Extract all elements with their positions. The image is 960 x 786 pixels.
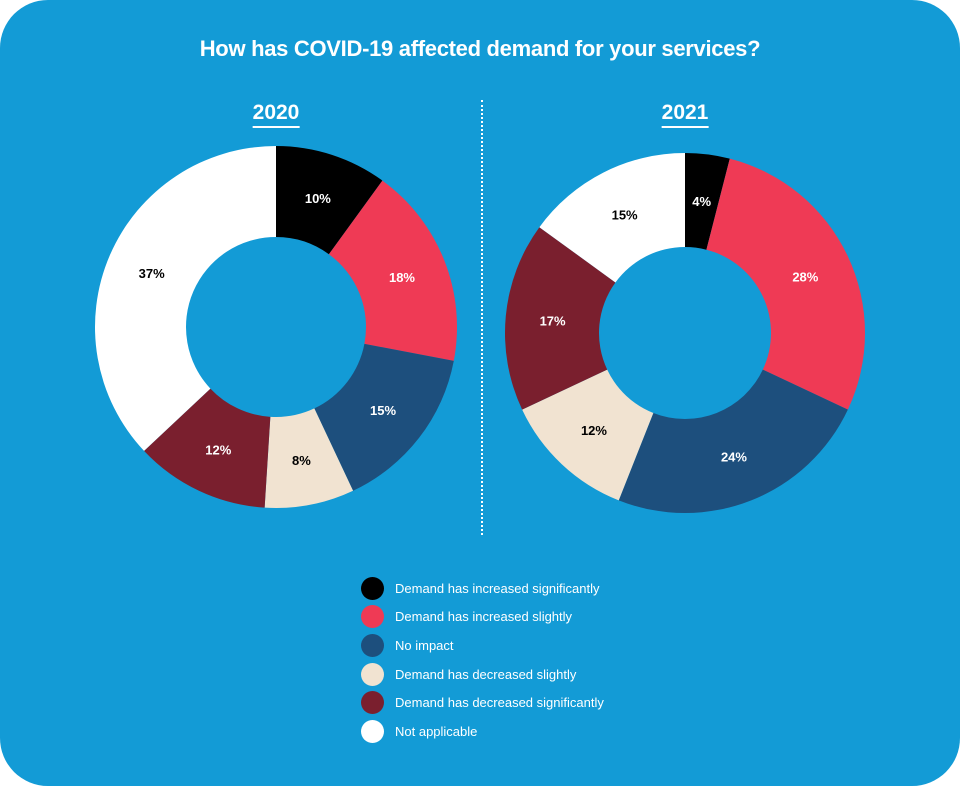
chart-title: How has COVID-19 affected demand for you…: [199, 36, 761, 61]
legend-swatch: [361, 605, 384, 629]
legend-swatch: [361, 691, 384, 715]
data-label-2021: 4%: [692, 194, 711, 209]
year-label-2021: 2021: [661, 101, 709, 128]
legend-label: Demand has increased significantly: [395, 580, 600, 596]
donut-slice-2020: [276, 146, 383, 255]
donut-slice-2021: [539, 153, 685, 283]
donut-slice-2020: [328, 180, 458, 361]
data-label-2020: 37%: [139, 266, 165, 281]
donut-slice-2021: [522, 369, 654, 501]
donut-slice-2021: [618, 369, 848, 513]
legend-item: Demand has decreased slightly: [361, 660, 604, 689]
year-label-2020: 2020: [252, 101, 300, 128]
legend-item: Demand has decreased significantly: [361, 688, 604, 717]
data-label-2021: 15%: [612, 207, 638, 222]
legend-swatch: [361, 719, 384, 743]
donut-slice-2020: [264, 408, 354, 509]
legend-swatch: [361, 633, 384, 657]
donut-slice-2020: [144, 388, 271, 508]
data-label-2020: 10%: [305, 191, 331, 206]
donut-slice-2020: [95, 146, 276, 451]
legend-label: Demand has decreased slightly: [395, 666, 577, 682]
legend-item: No impact: [361, 631, 604, 660]
data-label-2020: 12%: [205, 443, 231, 458]
legend-label: Demand has decreased significantly: [395, 695, 604, 711]
divider-line: [481, 100, 483, 535]
donut-slice-2021: [685, 153, 730, 250]
data-label-2020: 15%: [370, 403, 396, 418]
data-label-2020: 18%: [389, 270, 415, 285]
data-label-2021: 17%: [540, 313, 566, 328]
legend-swatch: [361, 662, 384, 686]
legend-label: Not applicable: [395, 723, 478, 739]
donut-slice-2021: [706, 158, 866, 410]
data-label-2021: 24%: [721, 450, 747, 465]
legend-label: Demand has increased slightly: [395, 609, 573, 625]
legend-swatch: [361, 576, 384, 600]
legend-item: Demand has increased slightly: [361, 603, 604, 632]
donut-slice-2021: [504, 227, 616, 410]
data-label-2021: 28%: [792, 269, 818, 284]
data-label-2020: 8%: [292, 453, 311, 468]
data-label-2021: 12%: [581, 423, 607, 438]
donut-slice-2020: [314, 343, 454, 491]
legend-item: Not applicable: [361, 717, 604, 746]
legend: Demand has increased significantly Deman…: [361, 574, 604, 746]
legend-label: No impact: [395, 637, 454, 653]
legend-item: Demand has increased significantly: [361, 574, 604, 603]
